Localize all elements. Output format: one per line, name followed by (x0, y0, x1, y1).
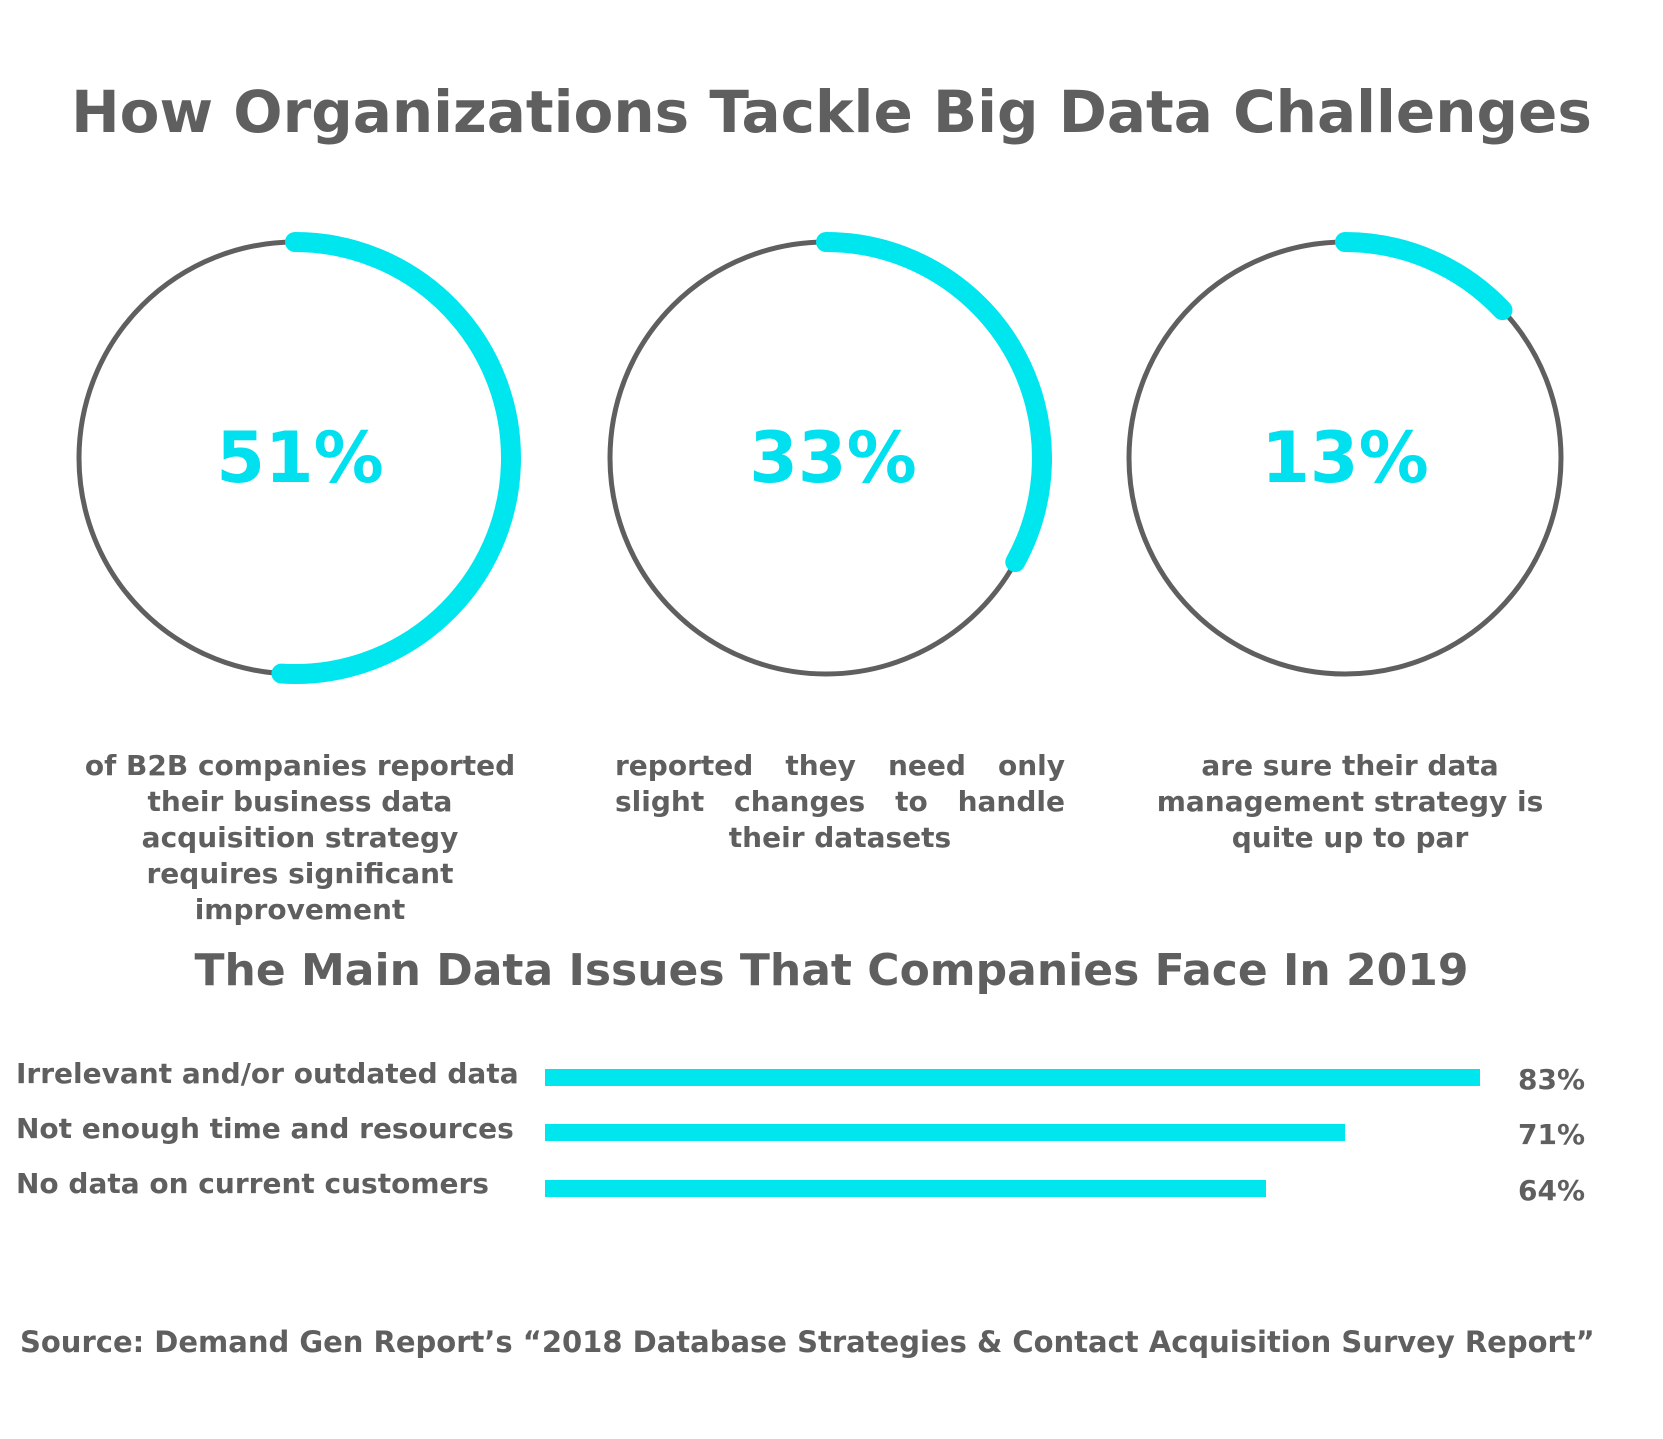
main-title: How Organizations Tackle Big Data Challe… (71, 78, 1592, 146)
bar-label-2: Not enough time and resources (16, 1112, 514, 1145)
donut-arc-2 (816, 232, 1052, 573)
donut-description-3: are sure their data management strategy … (1156, 749, 1544, 854)
donut-arc-1 (271, 232, 521, 684)
bar-2 (545, 1124, 1345, 1141)
bar-value-2: 71% (1518, 1118, 1586, 1151)
donut-description-1: of B2B companies reported their business… (84, 749, 516, 926)
bar-1 (545, 1069, 1480, 1086)
donut-charts: 51% 33% 13% (76, 232, 1564, 684)
donut-chart-3: 13% (1126, 232, 1564, 677)
donut-value-1: 51% (216, 417, 384, 499)
donut-chart-1: 51% (76, 232, 521, 684)
bar-value-3: 64% (1518, 1174, 1586, 1207)
donut-chart-2: 33% (607, 232, 1052, 677)
bar-label-3: No data on current customers (16, 1167, 489, 1200)
donut-value-3: 13% (1261, 417, 1429, 499)
bar-3 (545, 1180, 1266, 1197)
donut-description-2: reported they need only slight changes t… (615, 749, 1065, 854)
donut-value-2: 33% (749, 417, 917, 499)
bar-value-1: 83% (1518, 1063, 1586, 1096)
bar-label-1: Irrelevant and/or outdated data (16, 1057, 519, 1090)
source-note: Source: Demand Gen Report’s “2018 Databa… (20, 1325, 1595, 1359)
bar-chart-title: The Main Data Issues That Companies Face… (194, 945, 1469, 996)
donut-arc-3 (1335, 232, 1513, 321)
